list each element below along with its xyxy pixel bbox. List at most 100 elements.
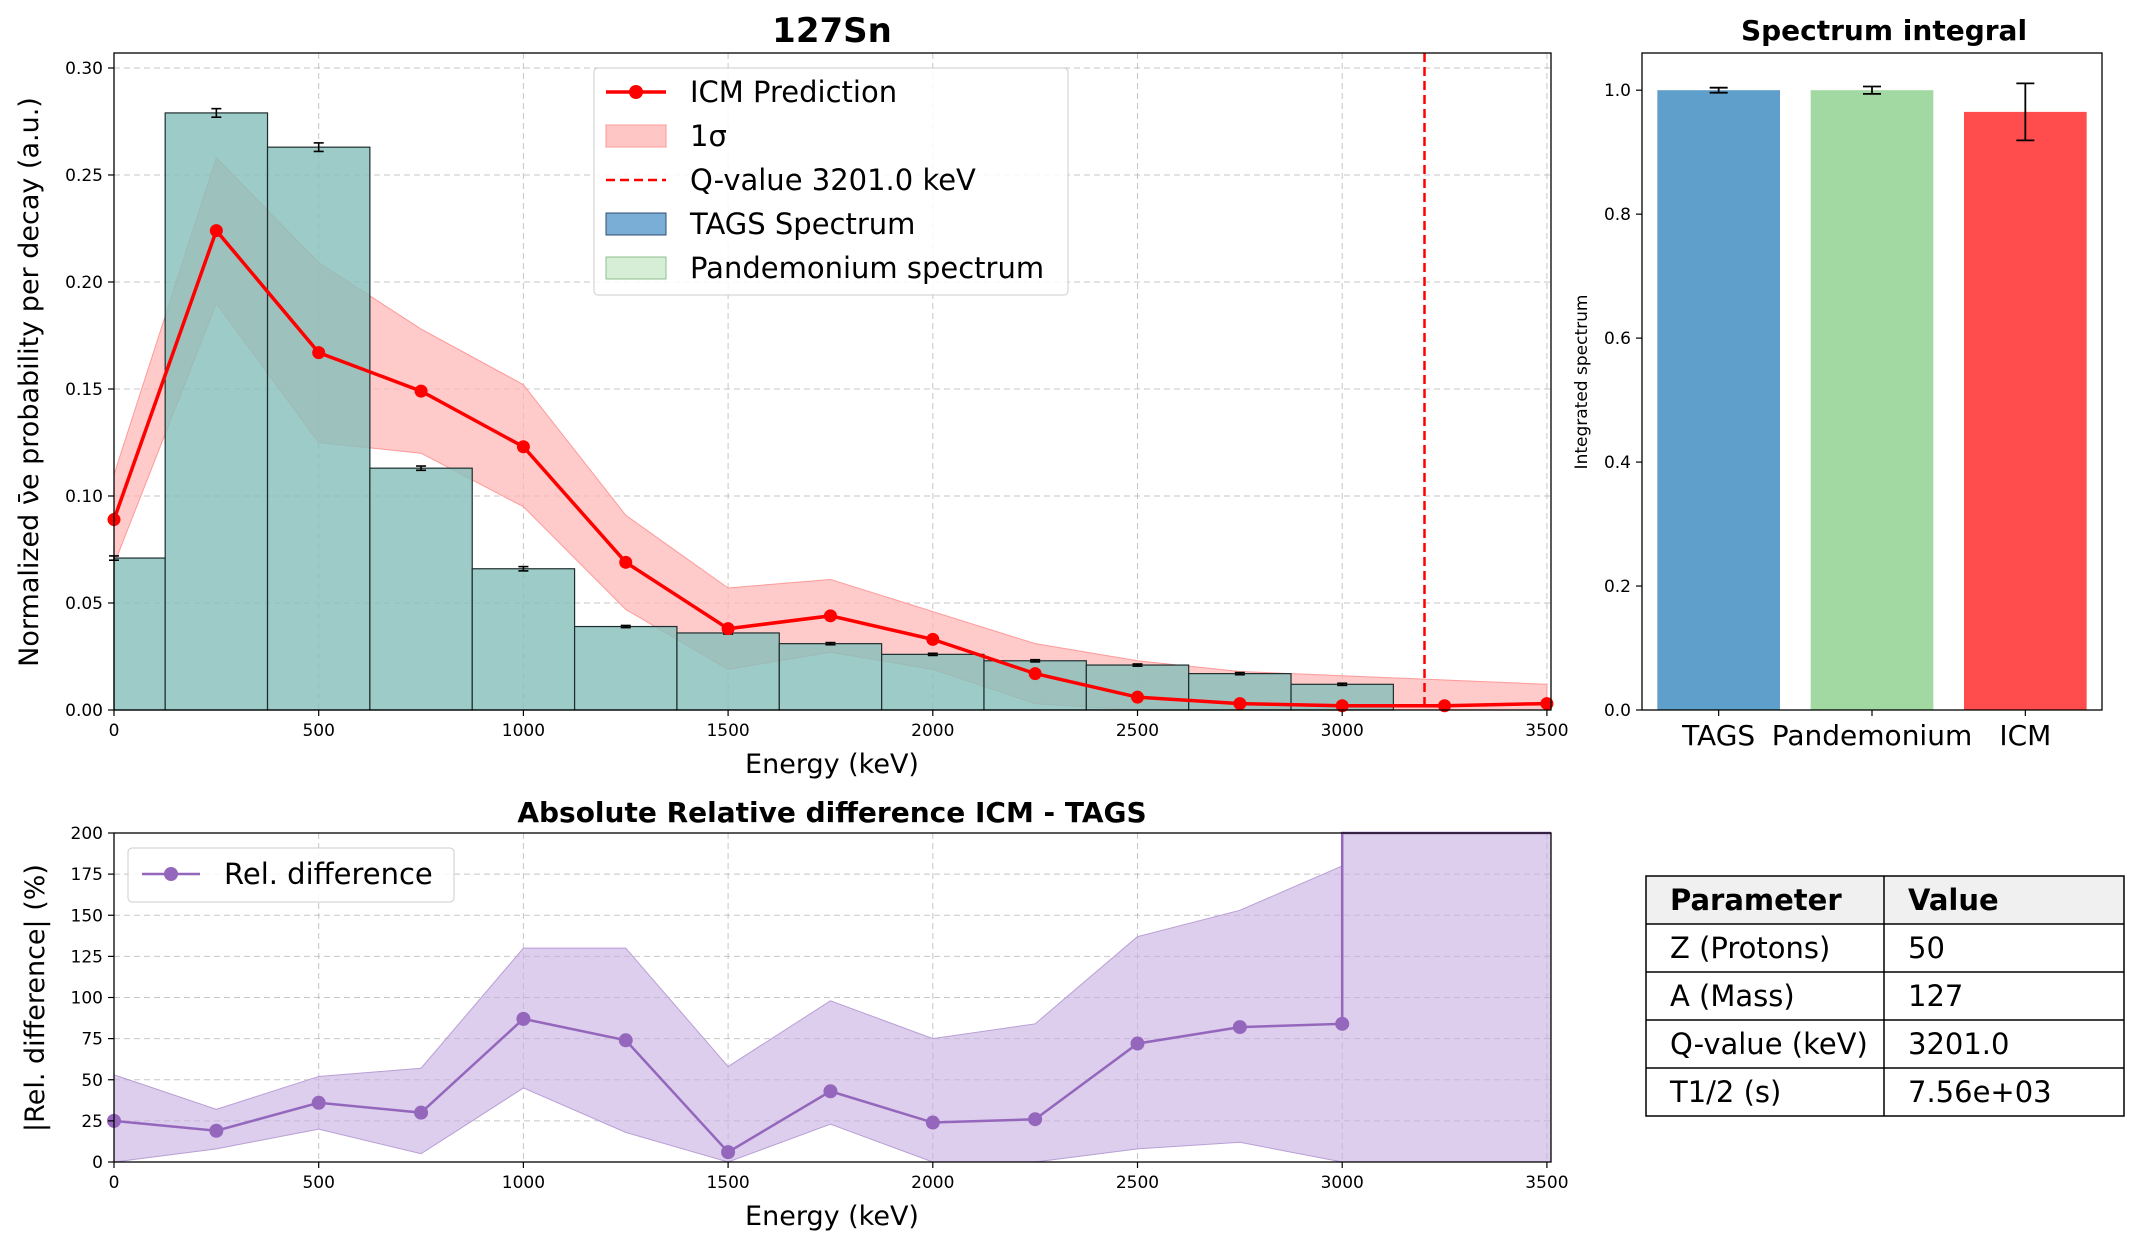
integral-chart: Spectrum integral TAGS Pandemonium ICM 0.0…: [1572, 14, 2103, 752]
params-cell: T1/2 (s): [1669, 1075, 1781, 1109]
icm-point: [823, 609, 837, 623]
icm-point: [1335, 699, 1349, 713]
rel-diff-line: [107, 831, 1551, 1160]
icm-point: [209, 224, 223, 238]
main-y-tick-label: 0.00: [65, 701, 103, 721]
params-header-bg: [1646, 876, 2124, 924]
main-x-tick-label: 1000: [502, 721, 545, 741]
main-y-ticks: 0.00 0.05 0.10 0.15 0.20 0.25 0.30: [65, 59, 114, 721]
tags-bar: [676, 632, 780, 711]
main-y-tick-label: 0.25: [65, 166, 103, 186]
icm-point: [516, 440, 530, 454]
ratio-y-tick-label: 75: [81, 1030, 103, 1050]
main-y-tick-label: 0.20: [65, 273, 103, 293]
params-table: Parameter Value Z (Protons) 50 A (Mass) …: [1645, 875, 2125, 1117]
main-x-tick-label: 1500: [706, 721, 749, 741]
rel-diff-point: [721, 1145, 736, 1160]
params-cell: 3201.0: [1908, 1027, 2009, 1061]
rel-diff-point: [1028, 1112, 1043, 1127]
legend-icm-marker: [629, 85, 643, 99]
integral-y-tick-label: 0.2: [1604, 577, 1631, 597]
params-header-value: Value: [1908, 883, 1999, 917]
icm-point: [1233, 697, 1247, 711]
ratio-y-tick-label: 100: [71, 989, 103, 1009]
main-x-tick-label: 3000: [1321, 721, 1364, 741]
params-cell: 7.56e+03: [1908, 1075, 2052, 1109]
ratio-y-label: |Rel. difference| (%): [20, 864, 51, 1132]
icm-prediction-line: [107, 224, 1554, 713]
main-x-ticks: 0 500 1000 1500 2000 2500 3000 3500: [109, 710, 1569, 741]
main-chart-title: 127Sn: [772, 11, 892, 51]
ratio-x-tick-label: 2500: [1116, 1173, 1159, 1193]
params-cell: 127: [1908, 979, 1963, 1013]
tags-bar: [778, 643, 883, 711]
integral-x-tick-label: ICM: [1999, 719, 2051, 752]
integral-bar: [1810, 90, 1934, 711]
main-x-tick-label: 0: [109, 721, 120, 741]
params-cell: 50: [1908, 931, 1945, 965]
icm-point: [312, 346, 326, 360]
ratio-y-tick-label: 25: [81, 1112, 103, 1132]
ratio-x-tick-label: 3000: [1321, 1173, 1364, 1193]
rel-diff-point: [618, 1033, 633, 1048]
ratio-x-tick-label: 0: [109, 1173, 120, 1193]
tags-bar: [573, 625, 678, 711]
icm-point: [926, 632, 940, 646]
icm-point: [1540, 697, 1554, 711]
main-y-tick-label: 0.10: [65, 487, 103, 507]
integral-y-label: Integrated spectrum: [1572, 295, 1592, 470]
rel-diff-point: [1130, 1036, 1145, 1051]
tags-bar: [164, 112, 269, 711]
rel-diff-point: [209, 1123, 224, 1138]
integral-bar: [1657, 90, 1780, 711]
legend-band-label: 1σ: [690, 119, 727, 153]
ratio-x-tick-label: 3500: [1525, 1173, 1568, 1193]
ratio-y-tick-label: 0: [92, 1153, 103, 1173]
ratio-chart: Absolute Relative difference ICM - TAGS …: [20, 796, 1569, 1232]
ratio-x-tick-label: 1000: [502, 1173, 545, 1193]
icm-point: [619, 555, 633, 569]
ratio-y-ticks: 0 25 50 75 100 125 150 175 200: [71, 824, 114, 1173]
ratio-legend-marker: [164, 867, 178, 881]
legend-tags-swatch: [605, 212, 667, 236]
legend-box: [593, 67, 1069, 296]
rel-diff-point: [1335, 1016, 1350, 1031]
main-x-tick-label: 2500: [1116, 721, 1159, 741]
rel-diff-point: [516, 1011, 531, 1026]
tags-bar: [113, 557, 166, 711]
ratio-legend-box: [127, 847, 455, 903]
integral-x-tick-label: Pandemonium: [1772, 719, 1972, 752]
integral-x-ticks: TAGS Pandemonium ICM: [1681, 710, 2051, 752]
icm-point: [1028, 667, 1042, 681]
main-legend: ICM Prediction 1σ Q-value 3201.0 keV TAG…: [593, 67, 1069, 296]
ratio-x-tick-label: 1500: [706, 1173, 749, 1193]
legend-q-label: Q-value 3201.0 keV: [690, 163, 976, 197]
ratio-legend: Rel. difference: [127, 847, 455, 903]
rel-diff-point: [414, 1105, 429, 1120]
icm-point: [721, 622, 735, 636]
legend-pandemonium-label: Pandemonium spectrum: [690, 251, 1044, 285]
pandemonium-overlay: [109, 107, 1348, 687]
tags-bar: [266, 146, 371, 711]
main-y-tick-label: 0.05: [65, 594, 103, 614]
params-cell: A (Mass): [1670, 979, 1795, 1013]
ratio-chart-title: Absolute Relative difference ICM - TAGS: [517, 796, 1146, 829]
main-x-tick-label: 3500: [1525, 721, 1568, 741]
tags-bar: [369, 467, 473, 711]
rel-diff-point: [925, 1115, 940, 1130]
icm-point: [414, 384, 428, 398]
ratio-legend-label: Rel. difference: [224, 857, 433, 891]
ratio-x-ticks: 0 500 1000 1500 2000 2500 3000 3500: [109, 1162, 1569, 1193]
ratio-x-tick-label: 2000: [911, 1173, 954, 1193]
ratio-x-label: Energy (keV): [745, 1201, 919, 1232]
main-x-tick-label: 500: [302, 721, 334, 741]
ratio-y-tick-label: 175: [71, 865, 103, 885]
integral-y-tick-label: 0.6: [1604, 329, 1631, 349]
tags-bar: [471, 568, 576, 711]
main-x-tick-label: 2000: [911, 721, 954, 741]
integral-y-ticks: 0.0 0.2 0.4 0.6 0.8 1.0: [1604, 81, 1642, 721]
main-y-tick-label: 0.30: [65, 59, 103, 79]
integral-bars: [1657, 82, 2087, 711]
ratio-y-tick-label: 200: [71, 824, 103, 844]
